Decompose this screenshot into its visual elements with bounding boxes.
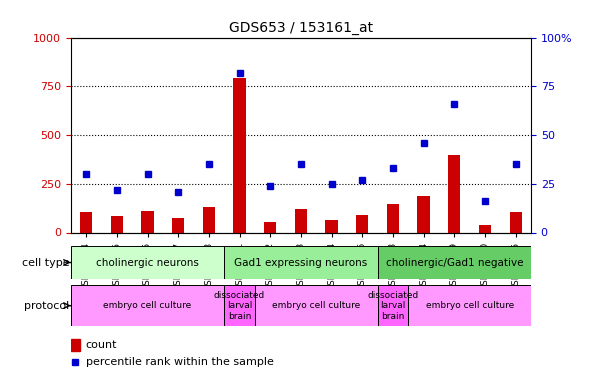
- Bar: [142, 211, 153, 232]
- Text: Gad1 expressing neurons: Gad1 expressing neurons: [234, 258, 368, 267]
- Text: embryo cell culture: embryo cell culture: [103, 301, 192, 310]
- Text: cholinergic/Gad1 negative: cholinergic/Gad1 negative: [385, 258, 523, 267]
- FancyBboxPatch shape: [378, 246, 531, 279]
- Bar: [203, 207, 215, 232]
- FancyBboxPatch shape: [255, 285, 378, 326]
- Title: GDS653 / 153161_at: GDS653 / 153161_at: [229, 21, 373, 35]
- Text: cell type: cell type: [22, 258, 69, 267]
- Bar: [448, 154, 460, 232]
- Bar: [264, 222, 276, 232]
- Bar: [479, 225, 491, 232]
- FancyBboxPatch shape: [71, 246, 224, 279]
- Bar: [356, 215, 368, 232]
- Bar: [418, 196, 430, 232]
- Bar: [326, 220, 337, 232]
- Bar: [510, 212, 522, 232]
- Text: embryo cell culture: embryo cell culture: [425, 301, 514, 310]
- Text: percentile rank within the sample: percentile rank within the sample: [86, 357, 273, 367]
- Text: cholinergic neurons: cholinergic neurons: [96, 258, 199, 267]
- FancyBboxPatch shape: [71, 285, 224, 326]
- Text: embryo cell culture: embryo cell culture: [272, 301, 360, 310]
- Bar: [172, 218, 184, 232]
- Bar: [111, 216, 123, 232]
- Bar: [71, 339, 80, 351]
- FancyBboxPatch shape: [378, 285, 408, 326]
- Bar: [295, 209, 307, 232]
- Bar: [234, 78, 245, 232]
- Text: count: count: [86, 340, 117, 350]
- Text: protocol: protocol: [24, 301, 69, 310]
- Bar: [80, 212, 92, 232]
- FancyBboxPatch shape: [408, 285, 531, 326]
- FancyBboxPatch shape: [224, 285, 255, 326]
- FancyBboxPatch shape: [224, 246, 378, 279]
- Text: dissociated
larval
brain: dissociated larval brain: [214, 291, 265, 321]
- Text: dissociated
larval
brain: dissociated larval brain: [368, 291, 418, 321]
- Bar: [387, 204, 399, 232]
